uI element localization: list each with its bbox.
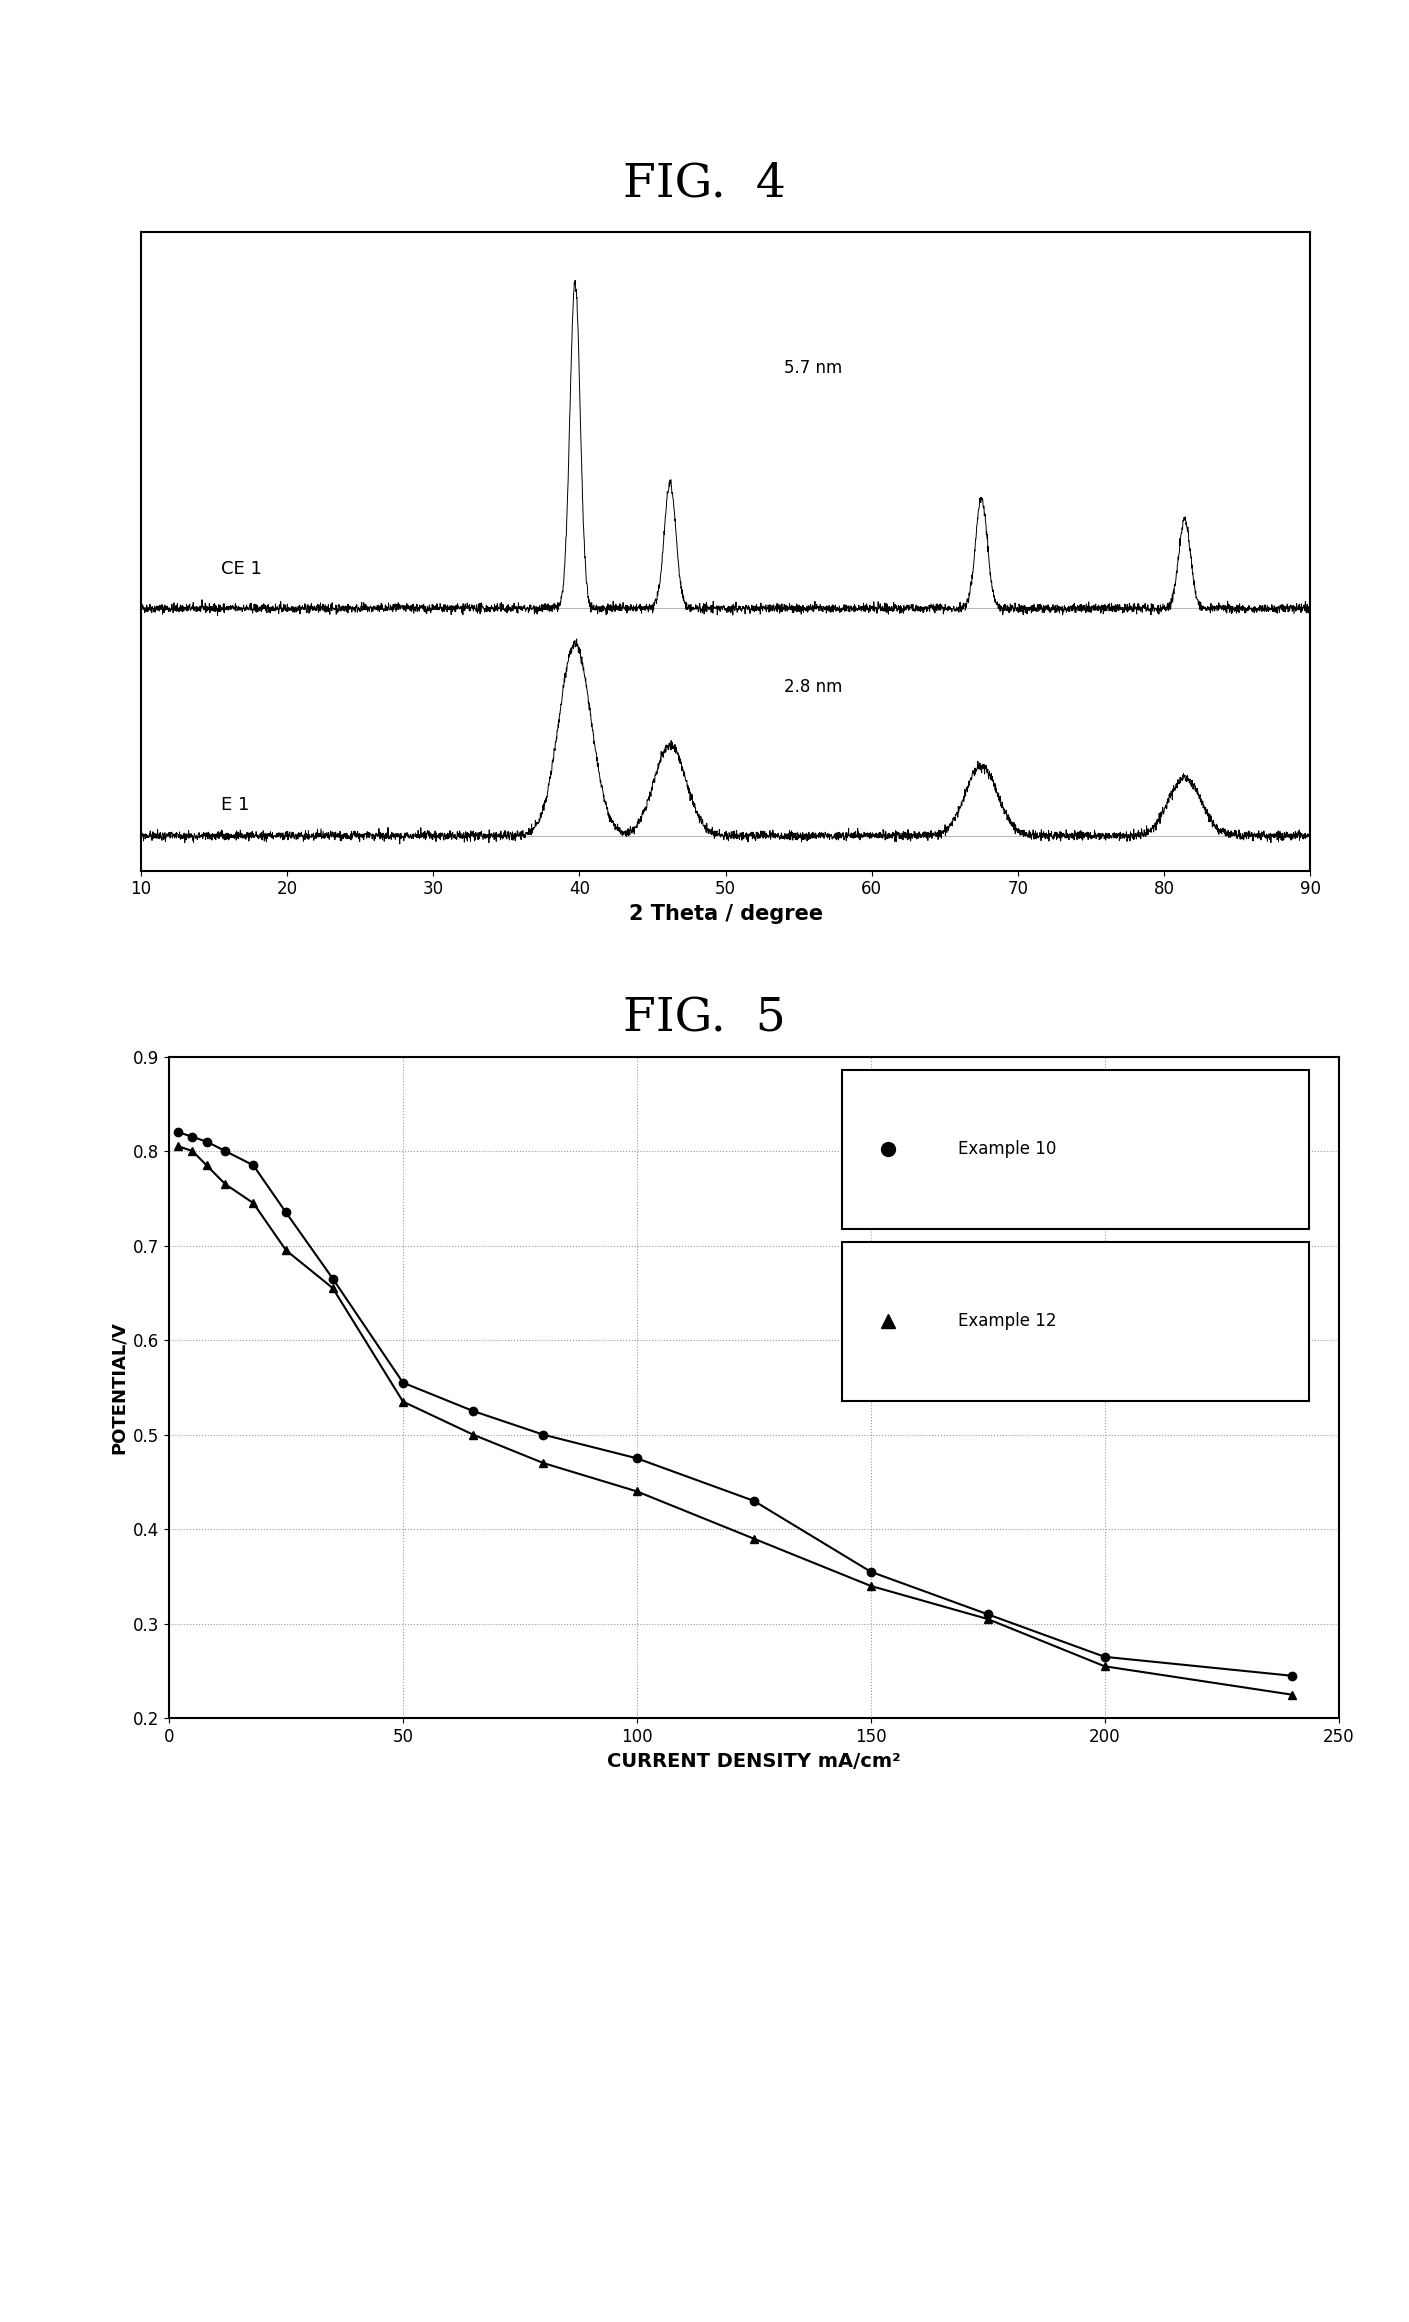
Text: FIG.  5: FIG. 5 bbox=[623, 996, 786, 1043]
Text: CE 1: CE 1 bbox=[221, 560, 262, 578]
Text: 5.7 nm: 5.7 nm bbox=[783, 360, 843, 376]
X-axis label: 2 Theta / degree: 2 Theta / degree bbox=[628, 903, 823, 924]
Text: Example 10: Example 10 bbox=[958, 1140, 1057, 1159]
Text: Example 12: Example 12 bbox=[958, 1312, 1057, 1331]
FancyBboxPatch shape bbox=[841, 1070, 1309, 1228]
Text: FIG.  4: FIG. 4 bbox=[623, 160, 786, 207]
X-axis label: CURRENT DENSITY mA/cm²: CURRENT DENSITY mA/cm² bbox=[607, 1751, 900, 1772]
Text: E 1: E 1 bbox=[221, 796, 249, 815]
FancyBboxPatch shape bbox=[841, 1242, 1309, 1400]
Y-axis label: POTENTIAL/V: POTENTIAL/V bbox=[110, 1321, 127, 1454]
Text: 2.8 nm: 2.8 nm bbox=[783, 678, 843, 697]
